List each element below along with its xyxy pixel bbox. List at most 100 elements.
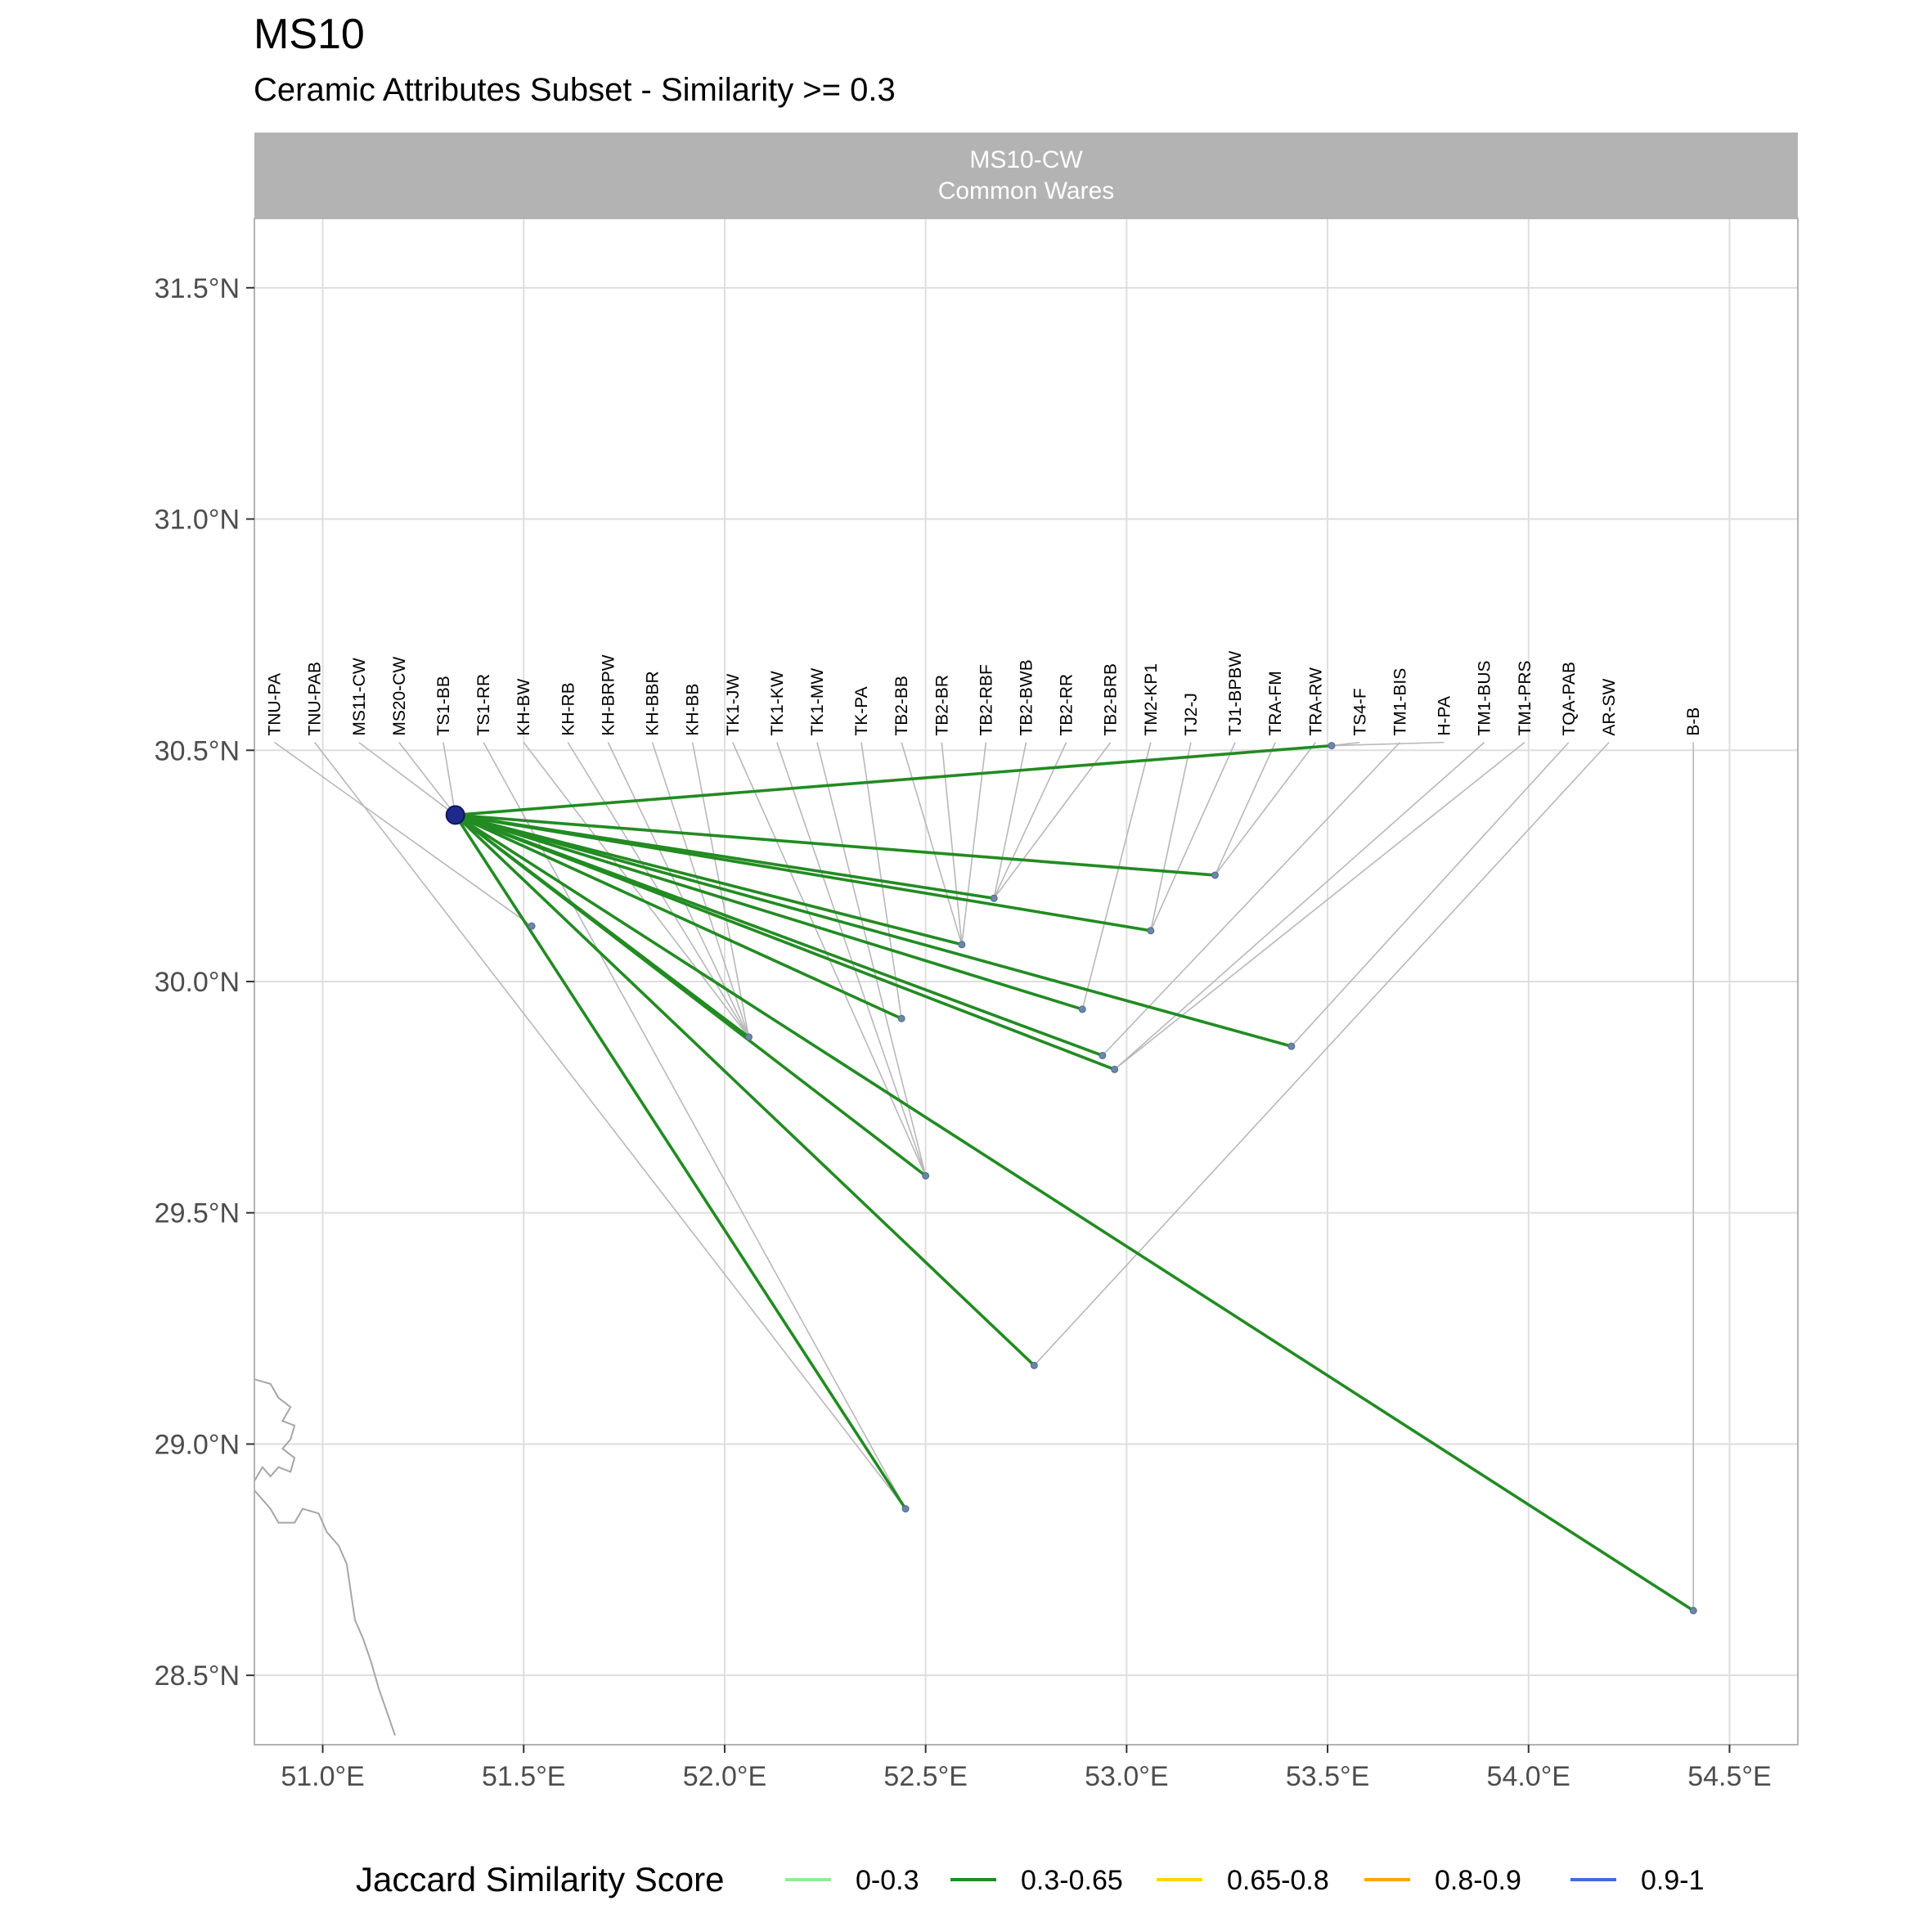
similarity-link xyxy=(455,813,1292,1048)
leader-line xyxy=(483,742,906,1510)
legend-label: 0.65-0.8 xyxy=(1227,1865,1329,1896)
y-tick-label: 28.5°N xyxy=(155,1660,240,1692)
site-labels: TNU-PA TNU-PAB MS11-CW MS20-CW TS1-BB TS1-RR K… xyxy=(266,651,1704,736)
coastline-path xyxy=(254,1489,396,1737)
x-tick-label: 52.5°E xyxy=(883,1761,967,1792)
site-label: B-B xyxy=(1684,708,1703,736)
leader-line xyxy=(941,742,963,945)
leader-line xyxy=(961,742,987,945)
target-site-point xyxy=(1211,871,1219,879)
legend-label: 0.9-1 xyxy=(1641,1865,1705,1896)
leader-line xyxy=(993,742,1027,899)
leader-line xyxy=(1114,741,1525,1071)
target-site-point xyxy=(1287,1042,1296,1050)
similarity-link xyxy=(455,813,963,946)
leader-line xyxy=(314,742,906,1510)
site-label: TJ1-BPBW xyxy=(1226,651,1245,736)
similarity-link xyxy=(454,814,907,1510)
leader-line xyxy=(398,742,456,815)
similarity-link xyxy=(455,813,1215,877)
leader-line xyxy=(523,742,750,1038)
legend-label: 0-0.3 xyxy=(856,1865,919,1896)
x-tick-label: 54.5°E xyxy=(1687,1761,1771,1792)
similarity-link xyxy=(455,813,1152,932)
site-label: TK1-KW xyxy=(768,671,787,736)
leader-line xyxy=(1150,742,1192,931)
leader-line xyxy=(993,742,1067,899)
site-label: TM1-PRS xyxy=(1516,660,1534,735)
site-label: MS20-CW xyxy=(390,657,409,736)
leader-line xyxy=(993,742,1112,899)
y-tick-label: 29.5°N xyxy=(155,1198,240,1229)
site-label: TK1-MW xyxy=(808,668,827,736)
target-site-point xyxy=(1030,1361,1038,1369)
x-tick-label: 54.0°E xyxy=(1487,1761,1570,1792)
x-tick-label: 53.0°E xyxy=(1085,1761,1168,1792)
leader-line xyxy=(901,742,963,945)
site-label: TS1-RR xyxy=(474,674,493,736)
target-site-point xyxy=(1078,1005,1086,1013)
site-label: TB2-BR xyxy=(932,675,951,736)
coastline xyxy=(254,1378,396,1737)
site-label: TNU-PAB xyxy=(306,662,325,736)
site-label: TB2-BWB xyxy=(1018,659,1036,735)
target-site-point xyxy=(1328,742,1336,750)
target-site-point xyxy=(1099,1051,1107,1059)
site-label: TM1-BUS xyxy=(1476,660,1494,735)
similarity-link xyxy=(454,813,1695,1612)
target-site-point xyxy=(1111,1065,1119,1073)
target-site-point xyxy=(958,941,966,949)
legend: Jaccard Similarity Score 0-0.3 0.3-0.65 0.6… xyxy=(356,1860,1705,1898)
legend-label: 0.3-0.65 xyxy=(1021,1865,1123,1896)
leader-line xyxy=(443,742,456,815)
target-site-point xyxy=(744,1033,753,1041)
target-site-point xyxy=(901,1505,910,1513)
site-label: TRA-FM xyxy=(1266,671,1285,735)
leader-line xyxy=(1291,742,1570,1047)
site-label: TK-PA xyxy=(852,686,871,735)
target-site-point xyxy=(922,1171,930,1179)
site-label: TRA-RW xyxy=(1306,667,1325,736)
facet-strip-label: MS10-CW xyxy=(969,146,1083,173)
leader-line xyxy=(1214,742,1276,876)
facet-strip: MS10-CW Common Wares xyxy=(254,133,1798,218)
chart-title: MS10 xyxy=(254,11,365,58)
target-site-point xyxy=(528,922,536,930)
x-tick-label: 51.0°E xyxy=(281,1761,364,1792)
target-site-point xyxy=(897,1014,905,1022)
chart-subtitle: Ceramic Attributes Subset - Similarity >… xyxy=(254,72,896,108)
leader-line xyxy=(1033,742,1610,1366)
site-label: TB2-RBF xyxy=(977,664,995,736)
site-label: KH-BW xyxy=(514,678,533,735)
site-label: TQA-PAB xyxy=(1560,662,1579,736)
legend-title: Jaccard Similarity Score xyxy=(356,1860,724,1898)
origin-site-point xyxy=(445,805,465,825)
similarity-link xyxy=(455,813,1083,1011)
coastline-path xyxy=(254,1378,296,1482)
y-tick-label: 30.5°N xyxy=(155,735,240,766)
leader-line xyxy=(816,742,927,1176)
site-points xyxy=(445,742,1697,1615)
target-site-point xyxy=(990,894,998,902)
site-label: TK1-JW xyxy=(724,674,743,736)
site-label: TNU-PA xyxy=(266,673,285,736)
facet-strip-label: Common Wares xyxy=(938,177,1115,204)
facet-strip-bg xyxy=(254,133,1798,218)
leader-line xyxy=(358,741,456,816)
legend-label: 0.8-0.9 xyxy=(1435,1865,1521,1896)
leader-line xyxy=(1214,742,1316,876)
leader-line xyxy=(1331,741,1445,747)
axis-ticks: 51.0°E 51.5°E 52.0°E 52.5°E 53.0°E 53.5°E 54.0… xyxy=(155,273,1772,1792)
site-label: KH-RB xyxy=(559,682,577,735)
site-label: TB2-RR xyxy=(1058,674,1076,736)
x-tick-label: 53.5°E xyxy=(1286,1761,1369,1792)
site-label: TS1-BB xyxy=(434,676,453,736)
site-label: KH-BB xyxy=(684,683,703,735)
y-tick-label: 31.5°N xyxy=(155,273,240,304)
similarity-link xyxy=(454,814,927,1177)
site-label: KH-BRPW xyxy=(599,654,618,735)
y-tick-label: 30.0°N xyxy=(155,967,240,998)
grid-lines xyxy=(254,218,1798,1745)
x-tick-label: 52.0°E xyxy=(683,1761,766,1792)
